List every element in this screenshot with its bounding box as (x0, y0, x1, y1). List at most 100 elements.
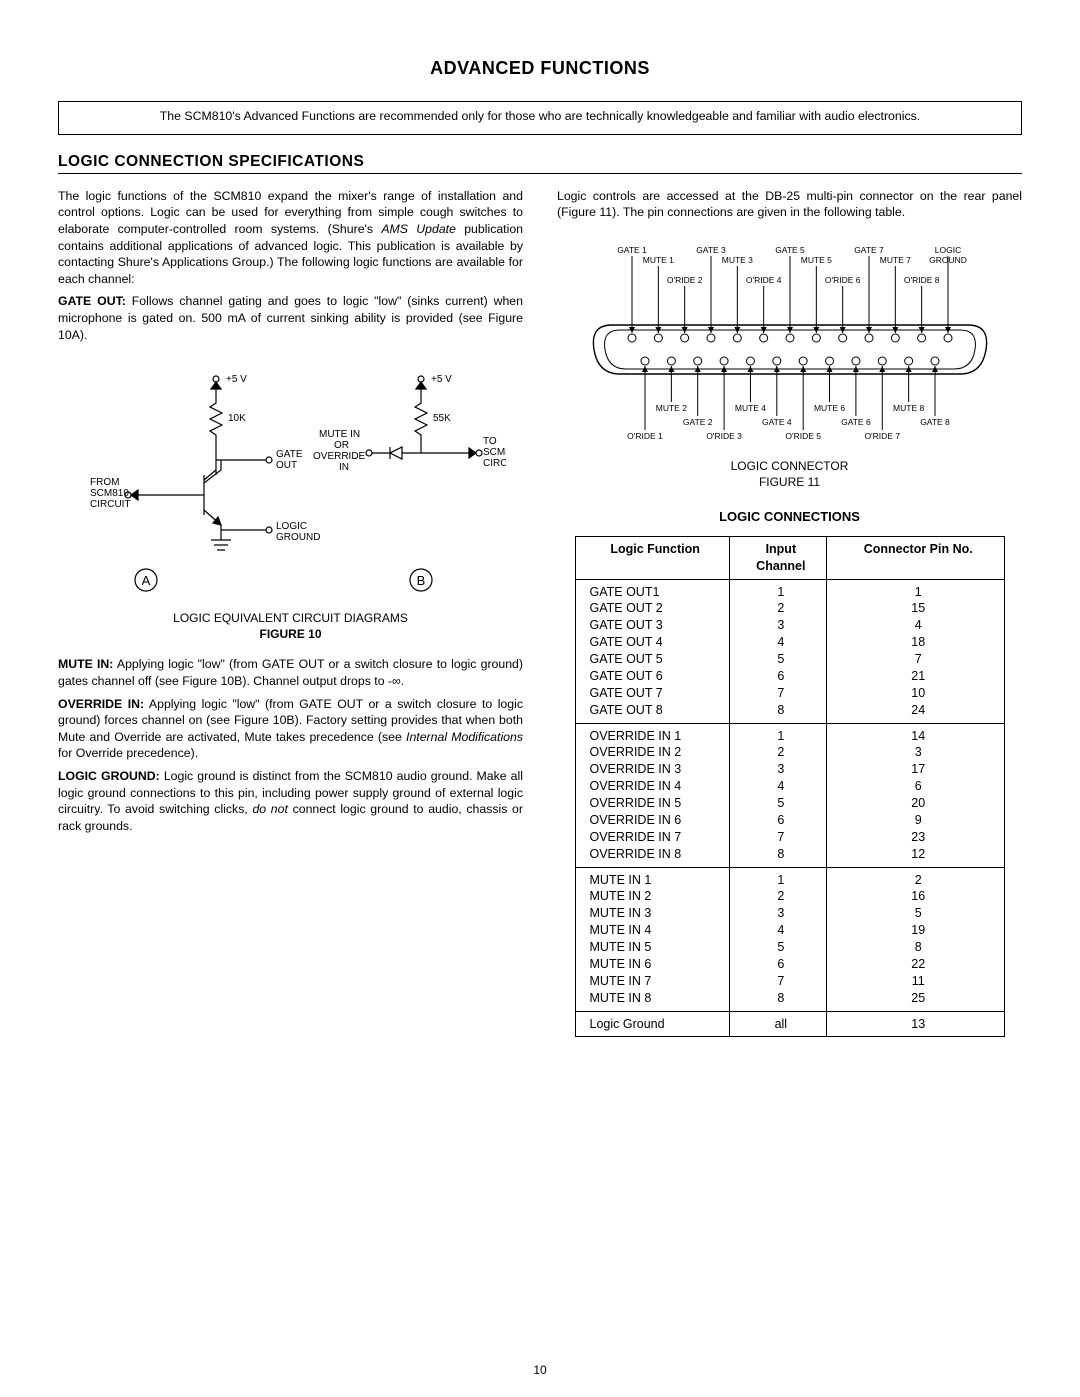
th-pin: Connector Pin No. (826, 536, 1004, 579)
th-function: Logic Function (575, 536, 729, 579)
cell-input: 1 2 3 4 5 6 7 8 (777, 873, 784, 1005)
content-columns: The logic functions of the SCM810 expand… (58, 188, 1022, 1038)
lg-label: LOGIC GROUND: (58, 769, 160, 783)
fig11-line1: LOGIC CONNECTOR (731, 459, 849, 473)
mutein-text: Applying logic "low" (from GATE OUT or a… (58, 657, 523, 688)
table-row: OVERRIDE IN 1 OVERRIDE IN 2 OVERRIDE IN … (575, 723, 1004, 867)
svg-text:GATE 2: GATE 2 (682, 417, 712, 427)
label-from1: FROM (90, 477, 119, 488)
note-box: The SCM810's Advanced Functions are reco… (58, 101, 1022, 135)
cell-pin: 1 15 4 18 7 21 10 24 (911, 585, 925, 717)
intro-italic: AMS Update (381, 222, 456, 236)
label-mute2: OR (334, 440, 349, 451)
svg-text:MUTE 8: MUTE 8 (893, 403, 924, 413)
svg-text:GATE 1: GATE 1 (617, 245, 647, 255)
document-page: ADVANCED FUNCTIONS The SCM810's Advanced… (0, 0, 1080, 1397)
label-b: B (416, 573, 425, 588)
svg-text:MUTE 6: MUTE 6 (813, 403, 844, 413)
th-function-text: Logic Function (610, 542, 700, 556)
mutein-label: MUTE IN: (58, 657, 113, 671)
label-from2: SCM810 (90, 488, 129, 499)
svg-text:GATE 5: GATE 5 (775, 245, 805, 255)
section-title: LOGIC CONNECTION SPECIFICATIONS (58, 153, 1022, 174)
cell-pin: 2 16 5 19 8 22 11 25 (911, 873, 925, 1005)
fig10-line2: FIGURE 10 (259, 627, 321, 641)
label-5v-a: +5 V (226, 374, 247, 385)
mutein-paragraph: MUTE IN: Applying logic "low" (from GATE… (58, 656, 523, 689)
right-column: Logic controls are accessed at the DB-25… (557, 188, 1022, 1038)
svg-text:MUTE 1: MUTE 1 (642, 255, 673, 265)
gateout-text: Follows channel gating and goes to logic… (58, 294, 523, 341)
fig11-line2: FIGURE 11 (759, 475, 820, 489)
svg-text:GROUND: GROUND (929, 255, 967, 265)
label-5v-b: +5 V (431, 374, 452, 385)
svg-text:GATE 3: GATE 3 (696, 245, 726, 255)
gateout-label: GATE OUT: (58, 294, 126, 308)
override-paragraph: OVERRIDE IN: Applying logic "low" (from … (58, 696, 523, 762)
table-row: MUTE IN 1 MUTE IN 2 MUTE IN 3 MUTE IN 4 … (575, 867, 1004, 1011)
th-input-text: Input Channel (756, 542, 805, 573)
gateout-paragraph: GATE OUT: Follows channel gating and goe… (58, 293, 523, 343)
cell-input: all (775, 1017, 788, 1031)
svg-text:GATE 8: GATE 8 (920, 417, 950, 427)
svg-text:O'RIDE 4: O'RIDE 4 (745, 275, 781, 285)
override-italic: Internal Modifications (406, 730, 523, 744)
svg-text:GATE 7: GATE 7 (854, 245, 884, 255)
cell-function: MUTE IN 1 MUTE IN 2 MUTE IN 3 MUTE IN 4 … (590, 873, 652, 1005)
figure-10-caption: LOGIC EQUIVALENT CIRCUIT DIAGRAMS FIGURE… (58, 611, 523, 642)
figure-11-caption: LOGIC CONNECTOR FIGURE 11 (557, 459, 1022, 490)
right-intro: Logic controls are accessed at the DB-25… (557, 188, 1022, 221)
connector-diagram: GATE 1 GATE 3 GATE 5 GATE 7 LOGIC MUTE 1 MUTE … (570, 243, 1010, 453)
label-gate1: GATE (276, 449, 303, 460)
left-column: The logic functions of the SCM810 expand… (58, 188, 523, 840)
label-to2: SCM810 (483, 447, 506, 458)
label-mute4: IN (339, 462, 349, 473)
th-input: Input Channel (729, 536, 826, 579)
table-row: Logic Ground all 13 (575, 1011, 1004, 1037)
svg-text:MUTE 2: MUTE 2 (655, 403, 686, 413)
svg-text:MUTE 7: MUTE 7 (879, 255, 910, 265)
svg-text:O'RIDE 8: O'RIDE 8 (903, 275, 939, 285)
figure-10: +5 V 10K GATE OUT FROM SCM810 CIRCUIT LO… (58, 365, 523, 642)
label-55k: 55K (433, 413, 451, 424)
svg-text:LOGIC: LOGIC (934, 245, 960, 255)
page-number: 10 (0, 1363, 1080, 1377)
svg-text:GATE 4: GATE 4 (762, 417, 792, 427)
svg-text:GATE 6: GATE 6 (841, 417, 871, 427)
label-mute1: MUTE IN (319, 429, 360, 440)
svg-text:O'RIDE 1: O'RIDE 1 (627, 431, 663, 441)
logicground-paragraph: LOGIC GROUND: Logic ground is distinct f… (58, 768, 523, 834)
label-a: A (141, 573, 150, 588)
svg-text:MUTE 5: MUTE 5 (800, 255, 831, 265)
label-from3: CIRCUIT (90, 499, 131, 510)
cell-pin: 13 (911, 1017, 925, 1031)
svg-text:O'RIDE 3: O'RIDE 3 (706, 431, 742, 441)
lg-italic: do not (252, 802, 287, 816)
logic-connections-table: Logic Function Input Channel Connector P… (575, 536, 1005, 1038)
svg-text:O'RIDE 2: O'RIDE 2 (666, 275, 702, 285)
cell-function: GATE OUT1 GATE OUT 2 GATE OUT 3 GATE OUT… (590, 585, 663, 717)
svg-text:O'RIDE 5: O'RIDE 5 (785, 431, 821, 441)
svg-text:O'RIDE 7: O'RIDE 7 (864, 431, 900, 441)
cell-function: OVERRIDE IN 1 OVERRIDE IN 2 OVERRIDE IN … (590, 729, 682, 861)
override-text-2: for Override precedence). (58, 746, 198, 760)
intro-paragraph: The logic functions of the SCM810 expand… (58, 188, 523, 288)
cell-input: 1 2 3 4 5 6 7 8 (777, 729, 784, 861)
label-mute3: OVERRIDE (313, 451, 366, 462)
figure-11: GATE 1 GATE 3 GATE 5 GATE 7 LOGIC MUTE 1 MUTE … (557, 243, 1022, 490)
table-title: LOGIC CONNECTIONS (557, 508, 1022, 526)
page-title: ADVANCED FUNCTIONS (58, 58, 1022, 79)
cell-function: Logic Ground (590, 1017, 665, 1031)
svg-text:O'RIDE 6: O'RIDE 6 (824, 275, 860, 285)
th-pin-text: Connector Pin No. (864, 542, 973, 556)
table-row: GATE OUT1 GATE OUT 2 GATE OUT 3 GATE OUT… (575, 579, 1004, 723)
label-lg2: GROUND (276, 532, 320, 543)
svg-text:MUTE 3: MUTE 3 (721, 255, 752, 265)
label-to1: TO (483, 436, 497, 447)
label-gate2: OUT (276, 460, 297, 471)
cell-pin: 14 3 17 6 20 9 23 12 (911, 729, 925, 861)
label-to3: CIRCUIT (483, 458, 506, 469)
svg-text:MUTE 4: MUTE 4 (734, 403, 765, 413)
fig10-line1: LOGIC EQUIVALENT CIRCUIT DIAGRAMS (173, 611, 408, 625)
label-lg1: LOGIC (276, 521, 307, 532)
